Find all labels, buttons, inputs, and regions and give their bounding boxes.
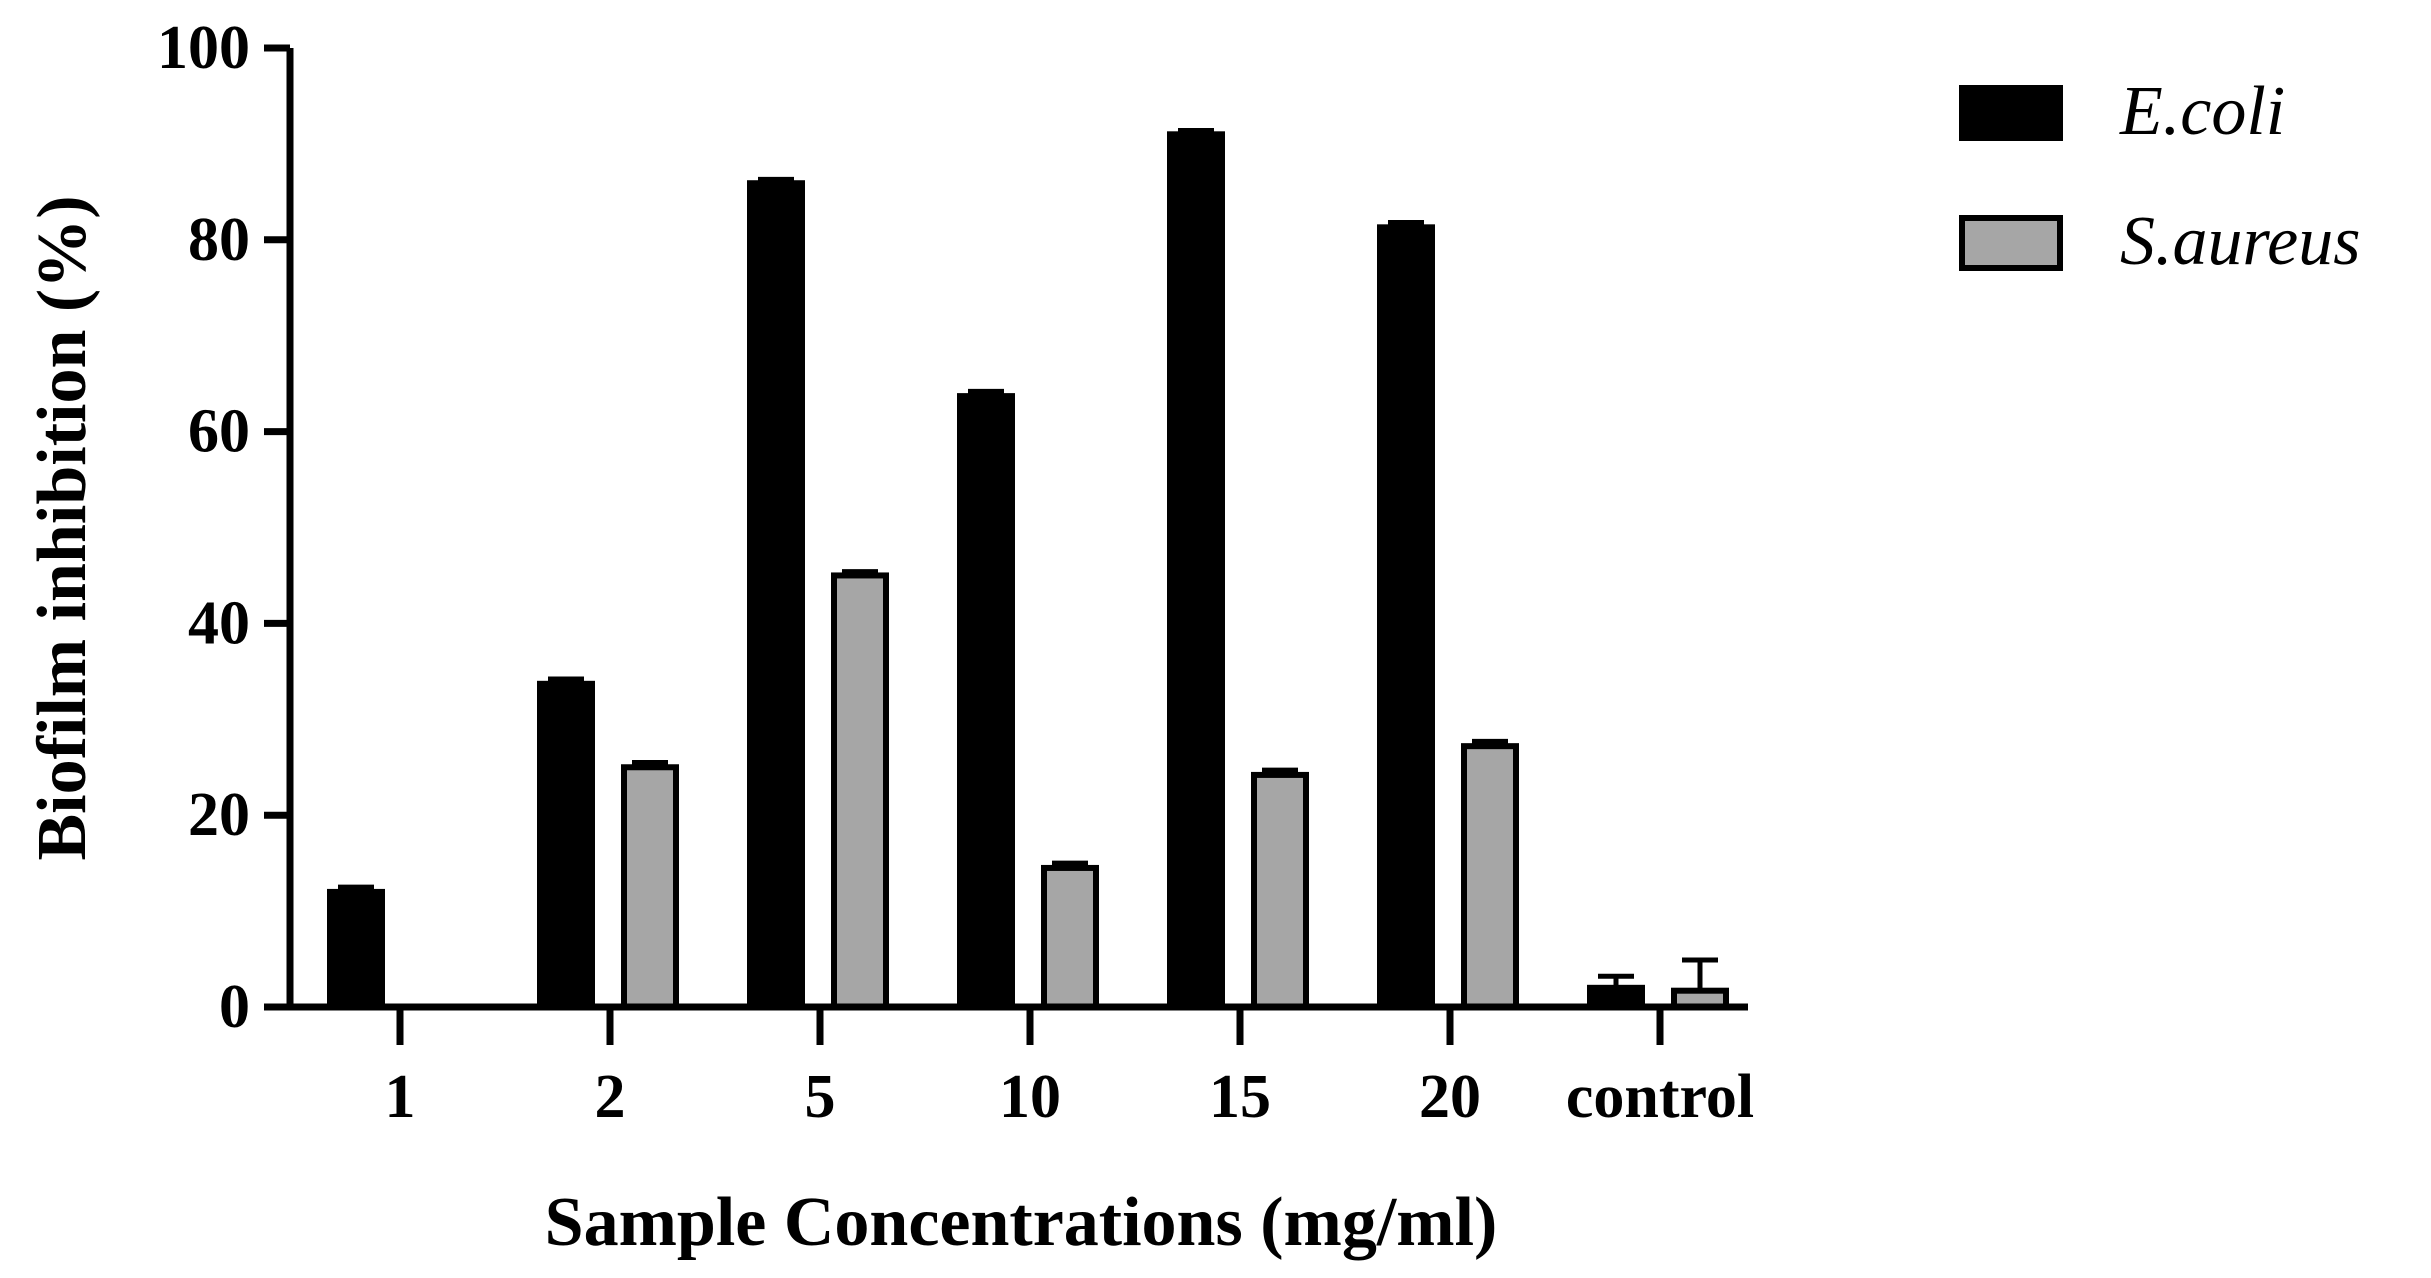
y-tick-label: 100 [157,14,250,82]
y-tick-label: 0 [219,973,250,1041]
legend-label: S.aureus [2120,203,2360,280]
bar-e-coli-2 [537,680,595,1011]
x-tick-label: 15 [1209,1063,1271,1131]
legend-swatch-e-coli [1959,85,2063,141]
y-ticks-layer: 0 20 40 60 80 100 [157,14,290,1041]
legend-swatch-s-aureus [1959,215,2063,271]
x-tick-label: 5 [805,1063,836,1131]
bar-s-aureus-2 [621,764,679,1010]
x-tick-label: 2 [595,1063,626,1131]
bar-e-coli-15 [1167,131,1225,1010]
legend: E.coli S.aureus [1959,73,2360,280]
bar-s-aureus-20 [1461,743,1519,1010]
y-axis-title: Biofilm inhibition (%) [24,195,101,860]
x-tick-label: 1 [385,1063,416,1131]
bar-s-aureus-15 [1251,771,1309,1010]
bars-layer [327,131,1729,1011]
x-tick-label: 10 [999,1063,1061,1131]
x-tick-label: 20 [1419,1063,1481,1131]
y-tick-label: 20 [188,781,250,849]
bar-e-coli-10 [957,393,1015,1010]
bar-e-coli-1 [327,888,385,1010]
y-tick-label: 60 [188,398,250,466]
error-bars-layer [338,127,1718,991]
bar-e-coli-5 [747,180,805,1010]
y-tick-label: 40 [188,589,250,657]
legend-label: E.coli [2119,73,2285,150]
bar-e-coli-20 [1377,224,1435,1010]
bar-s-aureus-10 [1041,864,1099,1010]
x-tick-label: control [1566,1063,1754,1131]
y-tick-label: 80 [188,206,250,274]
bar-s-aureus-5 [831,572,889,1010]
x-axis-title: Sample Concentrations (mg/ml) [545,1184,1498,1261]
x-ticks-layer: 1 2 5 10 15 20 control [385,1007,1754,1131]
